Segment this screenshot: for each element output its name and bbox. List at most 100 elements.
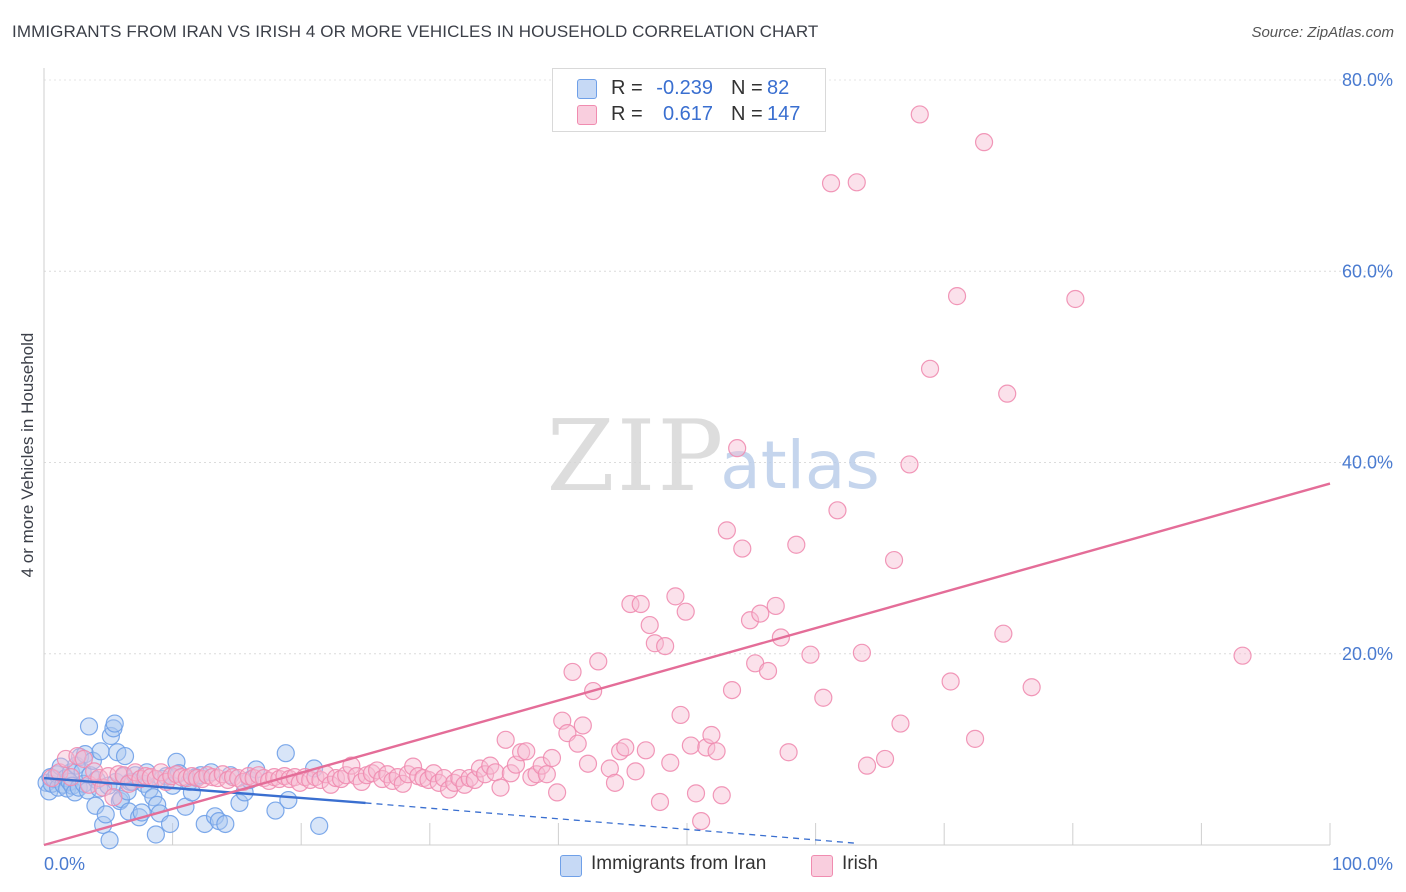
irish-point — [605, 773, 625, 792]
r-value: -0.239 — [656, 77, 713, 99]
iran-trend-extension — [365, 802, 855, 844]
irish-point — [900, 455, 919, 474]
irish-point — [342, 756, 361, 775]
legend-swatch-iran[interactable] — [560, 855, 582, 877]
stats-legend: R = -0.239 N = 82 R = 0.617 N = 147 — [552, 68, 826, 132]
irish-point — [491, 778, 510, 797]
irish-point — [311, 770, 330, 790]
series-irish — [42, 105, 1252, 831]
irish-point — [681, 736, 700, 755]
irish-point — [626, 762, 645, 781]
irish-point — [573, 716, 592, 735]
irish-point — [941, 672, 960, 691]
axes — [43, 68, 1331, 846]
iran-point — [115, 746, 135, 766]
n-value: 147 — [767, 103, 801, 125]
irish-point — [563, 662, 582, 682]
iran-point — [310, 816, 329, 835]
iran-point — [160, 814, 180, 834]
irish-point — [74, 749, 93, 769]
irish-point — [187, 768, 207, 788]
irish-point — [362, 764, 382, 783]
irish-trend-line — [43, 482, 1331, 847]
iran-point — [96, 805, 115, 824]
irish-point — [707, 742, 726, 761]
y-tick-label: 20.0% — [1342, 644, 1393, 664]
irish-point — [875, 749, 895, 769]
y-tick-label: 60.0% — [1342, 261, 1393, 281]
y-tick-label: 40.0% — [1342, 453, 1393, 473]
irish-point — [920, 359, 940, 378]
grid-lines — [44, 79, 1392, 655]
irish-point — [203, 768, 222, 787]
irish-point — [733, 539, 752, 558]
irish-point — [326, 768, 346, 788]
iran-point — [266, 801, 285, 820]
irish-point — [512, 743, 531, 762]
r-label: R = — [611, 103, 643, 125]
irish-point — [779, 743, 798, 762]
legend-swatch-irish[interactable] — [811, 855, 833, 877]
irish-point — [548, 783, 567, 802]
irish-point — [801, 645, 820, 664]
irish-point — [994, 624, 1013, 643]
irish-point — [1233, 646, 1252, 665]
irish-point — [104, 788, 123, 807]
irish-point — [857, 756, 877, 775]
series-legend: Immigrants from Iran Irish — [0, 852, 1406, 878]
watermark-zip: ZIP — [547, 400, 726, 514]
irish-point — [636, 741, 655, 760]
irish-point — [631, 594, 650, 614]
irish-point — [424, 764, 443, 783]
irish-point — [367, 761, 387, 780]
iran-trend-line — [43, 776, 366, 805]
legend-label-iran[interactable]: Immigrants from Iran — [591, 853, 767, 874]
irish-point — [666, 587, 685, 606]
irish-point — [650, 792, 670, 812]
irish-point — [947, 287, 967, 306]
legend-label-irish[interactable]: Irish — [842, 853, 878, 874]
irish-point — [891, 714, 910, 733]
irish-point — [621, 594, 640, 614]
irish-point — [223, 768, 243, 787]
iran-point — [279, 790, 298, 810]
irish-point — [213, 765, 232, 784]
legend-swatch-iran — [577, 79, 597, 99]
irish-point — [568, 734, 587, 753]
iran-point — [79, 717, 99, 736]
irish-point — [998, 384, 1017, 403]
irish-point — [640, 615, 659, 635]
y-tick-label: 80.0% — [1342, 70, 1393, 90]
irish-point — [1022, 678, 1041, 697]
irish-point — [728, 439, 747, 458]
irish-point — [702, 725, 721, 745]
irish-point — [393, 774, 412, 793]
irish-point — [600, 759, 619, 778]
r-label: R = — [611, 77, 643, 99]
chart-title: IMMIGRANTS FROM IRAN VS IRISH 4 OR MORE … — [12, 22, 819, 41]
legend-swatch-irish — [577, 105, 597, 125]
irish-point — [676, 602, 695, 621]
irish-point — [712, 786, 731, 805]
irish-point — [828, 501, 847, 520]
watermark-atlas: atlas — [720, 427, 880, 504]
irish-point — [821, 174, 841, 193]
irish-point — [616, 738, 635, 757]
irish-point — [527, 765, 546, 784]
irish-point — [661, 753, 680, 772]
irish-point — [578, 754, 598, 773]
irish-point — [686, 784, 706, 803]
irish-point — [974, 133, 994, 152]
iran-point — [216, 814, 235, 834]
irish-point — [645, 634, 664, 653]
irish-point — [486, 763, 505, 782]
irish-point — [234, 772, 253, 791]
tick-labels: 20.0% 40.0% 60.0% 80.0% 0.0% 100.0% — [44, 70, 1393, 874]
iran-point — [146, 825, 165, 844]
irish-point — [884, 550, 904, 570]
irish-point — [847, 173, 866, 192]
chart-source: Source: ZipAtlas.com — [1251, 24, 1394, 41]
points-layer — [37, 105, 1252, 850]
irish-point — [542, 748, 562, 768]
